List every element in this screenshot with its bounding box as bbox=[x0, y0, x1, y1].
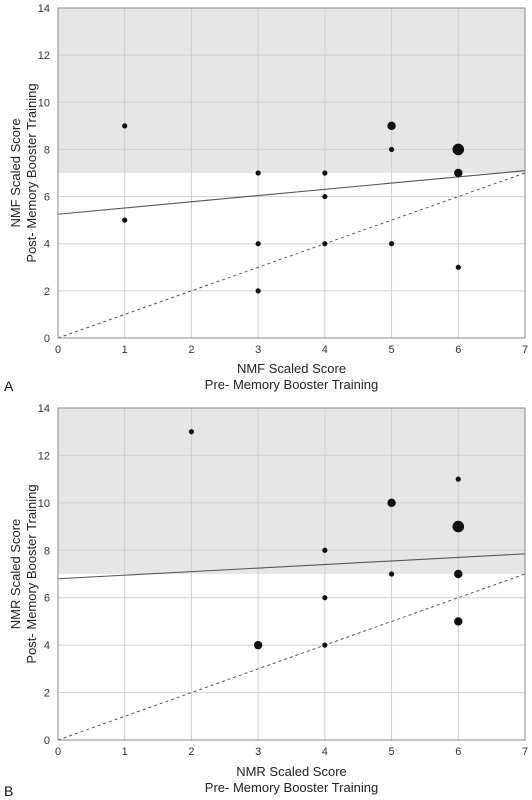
data-point bbox=[255, 288, 261, 294]
plot-frame bbox=[57, 407, 526, 741]
data-point bbox=[322, 595, 328, 601]
y-axis-label-2: Post- Memory Booster Training bbox=[24, 484, 39, 663]
data-point bbox=[388, 571, 395, 577]
data-point bbox=[454, 617, 463, 626]
x-axis-label-2: Pre- Memory Booster Training bbox=[205, 377, 378, 392]
y-tick-label: 2 bbox=[44, 286, 50, 298]
y-tick-label: 12 bbox=[38, 50, 50, 62]
y-tick-label: 10 bbox=[38, 97, 50, 109]
x-axis-label: NMR Scaled Score bbox=[236, 764, 347, 779]
x-tick-label: 0 bbox=[55, 746, 61, 758]
data-point bbox=[452, 520, 465, 533]
data-point bbox=[387, 498, 396, 508]
data-point bbox=[255, 241, 261, 247]
x-axis-label-2: Pre- Memory Booster Training bbox=[205, 780, 378, 795]
data-point bbox=[188, 429, 195, 435]
data-point bbox=[452, 143, 465, 156]
data-point bbox=[455, 264, 461, 270]
x-tick-label: 7 bbox=[522, 344, 528, 356]
x-tick-label: 0 bbox=[55, 344, 61, 356]
regression-line bbox=[57, 170, 526, 215]
y-tick-label: 8 bbox=[44, 144, 50, 156]
x-tick-label: 4 bbox=[322, 746, 328, 758]
regression-line bbox=[57, 553, 526, 580]
data-point bbox=[454, 569, 463, 579]
x-tick-label: 1 bbox=[122, 746, 128, 758]
y-tick-label: 8 bbox=[44, 545, 50, 557]
x-axis-label: NMF Scaled Score bbox=[237, 361, 346, 376]
y-tick-label: 6 bbox=[44, 192, 50, 204]
x-tick-label: 6 bbox=[455, 746, 461, 758]
x-tick-label: 5 bbox=[389, 746, 395, 758]
data-point bbox=[454, 168, 463, 178]
y-tick-label: 0 bbox=[44, 333, 50, 345]
data-point bbox=[322, 193, 328, 200]
data-point bbox=[122, 123, 128, 129]
data-point bbox=[322, 642, 328, 648]
data-point bbox=[388, 146, 395, 153]
y-tick-label: 0 bbox=[44, 735, 50, 747]
data-point bbox=[322, 547, 328, 553]
x-tick-label: 1 bbox=[122, 344, 128, 356]
data-point bbox=[388, 241, 395, 247]
data-point bbox=[322, 241, 328, 247]
shaded-region bbox=[58, 408, 525, 574]
x-tick-label: 2 bbox=[188, 746, 194, 758]
y-axis-label: NMF Scaled Score bbox=[8, 118, 23, 227]
y-axis-label-2: Post- Memory Booster Training bbox=[24, 83, 39, 262]
x-tick-label: 6 bbox=[455, 344, 461, 356]
data-point bbox=[322, 170, 328, 176]
plot-frame bbox=[57, 7, 526, 339]
shaded-region bbox=[58, 8, 525, 173]
y-tick-label: 14 bbox=[38, 403, 50, 415]
data-point bbox=[255, 170, 261, 176]
x-tick-label: 2 bbox=[188, 344, 194, 356]
y-tick-label: 12 bbox=[38, 450, 50, 462]
data-point bbox=[387, 121, 396, 131]
y-tick-label: 2 bbox=[44, 688, 50, 700]
data-point bbox=[122, 217, 128, 223]
panel-letter: A bbox=[4, 378, 14, 394]
y-tick-label: 10 bbox=[38, 498, 50, 510]
x-tick-label: 4 bbox=[322, 344, 328, 356]
x-tick-label: 3 bbox=[255, 746, 261, 758]
x-tick-label: 7 bbox=[522, 746, 528, 758]
x-tick-label: 5 bbox=[389, 344, 395, 356]
data-point bbox=[455, 476, 461, 482]
panel-letter: B bbox=[4, 783, 13, 799]
y-tick-label: 4 bbox=[44, 640, 50, 652]
y-tick-label: 4 bbox=[44, 239, 50, 251]
y-axis-label: NMR Scaled Score bbox=[8, 519, 23, 630]
data-point bbox=[253, 640, 263, 650]
identity-line bbox=[57, 573, 526, 741]
y-tick-label: 14 bbox=[38, 3, 50, 15]
y-tick-label: 6 bbox=[44, 593, 50, 605]
identity-line bbox=[57, 172, 526, 339]
x-tick-label: 3 bbox=[255, 344, 261, 356]
